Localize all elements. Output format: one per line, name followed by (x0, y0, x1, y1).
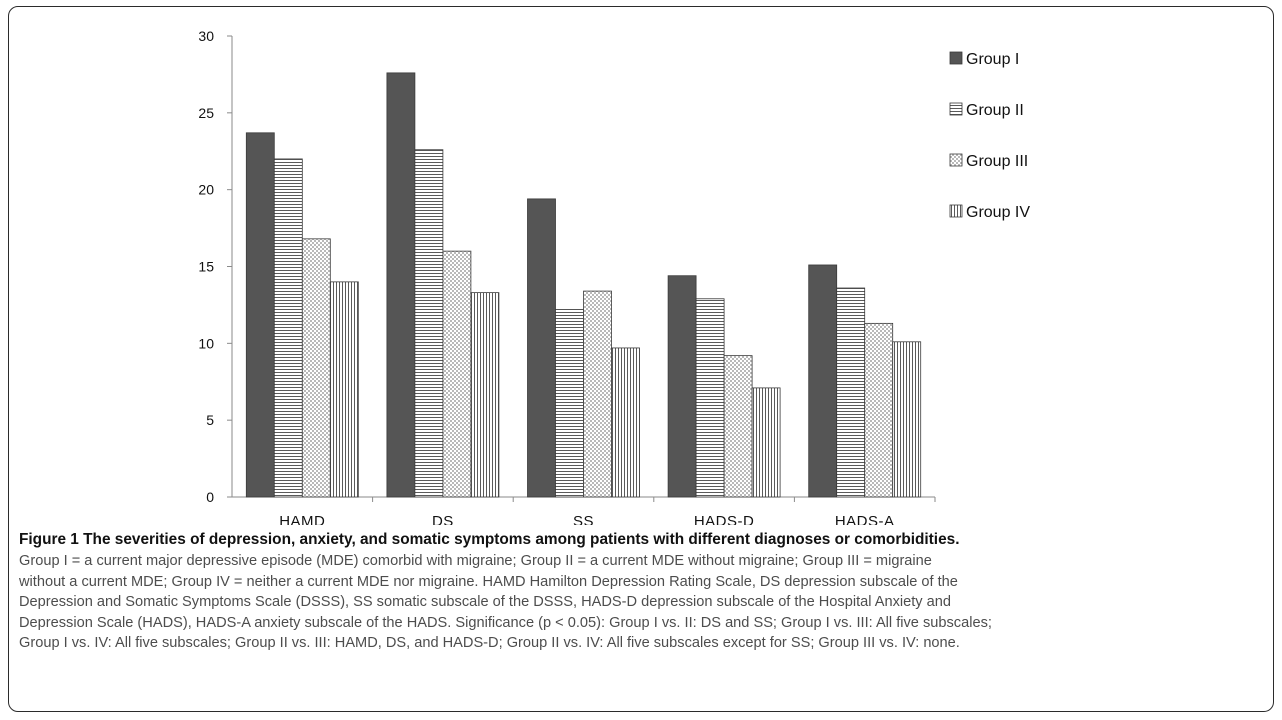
y-tick-label: 15 (198, 259, 214, 275)
legend-swatch (949, 153, 963, 167)
x-tick-label: SS (573, 513, 594, 525)
bar (329, 281, 359, 498)
x-tick-label: DS (432, 513, 454, 525)
caption-title: Figure 1 The severities of depression, a… (19, 531, 960, 548)
bar (301, 238, 331, 498)
y-tick-label: 20 (198, 182, 214, 198)
bar (864, 322, 894, 498)
caption-line: without a current MDE; Group IV = neithe… (19, 573, 958, 590)
bar (442, 250, 472, 498)
bar (836, 287, 866, 498)
bar (667, 275, 697, 498)
x-tick-label: HADS-D (694, 513, 755, 525)
bar (470, 292, 500, 498)
y-tick-label: 5 (206, 412, 214, 428)
bar (808, 264, 838, 498)
caption-line: Depression and Somatic Symptoms Scale (D… (19, 594, 951, 610)
bar-chart: 0 5 10 15 20 25 30 HAMD DS SS HADS-D HADS-A Group I… (198, 28, 1030, 525)
x-tick-label: HADS-A (835, 513, 895, 525)
figure-frame (8, 6, 1274, 712)
bar (555, 309, 584, 498)
bar (386, 72, 416, 498)
legend-label: Group IV (966, 204, 1030, 221)
bar (751, 387, 781, 498)
legend-label: Group II (966, 102, 1024, 119)
figure-caption: Figure 1 The severities of depression, a… (19, 529, 1269, 654)
bar (414, 149, 444, 498)
bar (695, 298, 725, 498)
bar (273, 158, 303, 498)
bar (723, 355, 753, 498)
caption-line: Depression Scale (HADS), HADS-A anxiety … (19, 614, 992, 631)
y-tick-label: 25 (198, 105, 214, 121)
bar (245, 132, 275, 498)
y-tick-label: 10 (198, 335, 214, 351)
bar (892, 341, 922, 498)
legend-swatch (949, 204, 963, 218)
legend-label: Group III (966, 153, 1028, 170)
caption-line: Group I vs. IV: All five subscales; Grou… (19, 635, 960, 651)
legend-label: Group I (966, 51, 1019, 68)
bar (583, 290, 612, 498)
legend-swatch (949, 51, 963, 65)
bar (611, 347, 640, 498)
legend-swatch (949, 102, 963, 116)
y-tick-label: 0 (206, 489, 214, 505)
x-tick-label: HAMD (279, 513, 325, 525)
caption-line: Group I = a current major depressive epi… (19, 553, 932, 569)
y-tick-label: 30 (198, 28, 214, 44)
bar (527, 198, 556, 498)
